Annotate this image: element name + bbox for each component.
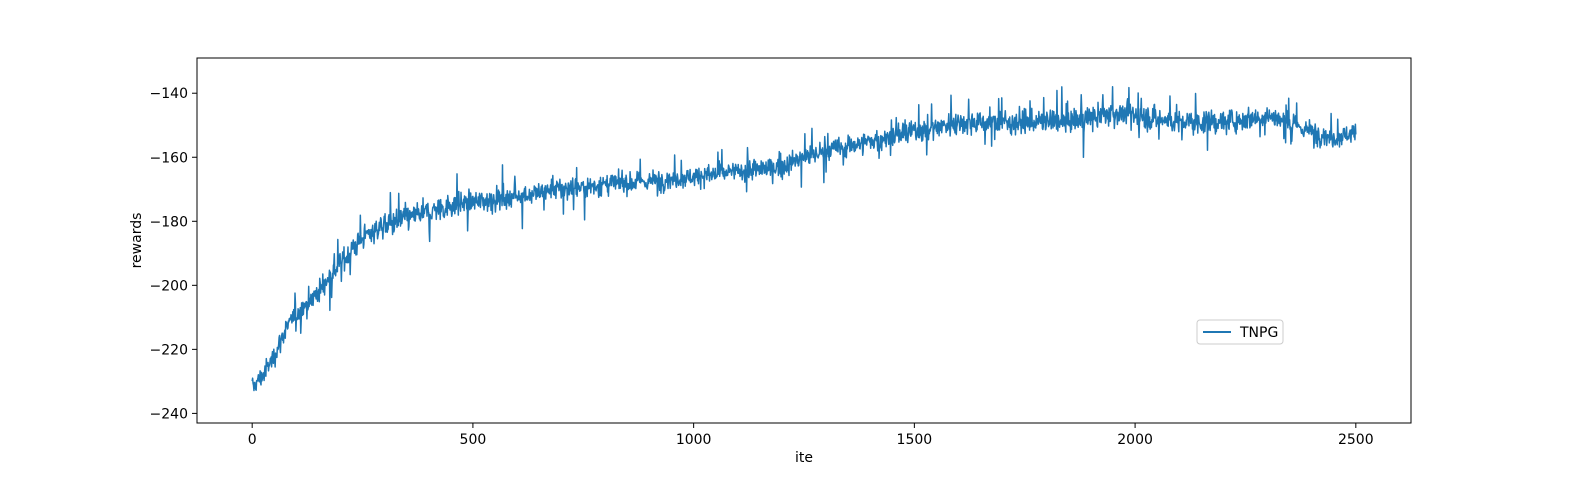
y-axis-label: rewards [129, 213, 145, 269]
legend-box [1196, 319, 1284, 345]
x-tick-label: 1000 [676, 432, 712, 448]
y-tick-label: −180 [150, 214, 188, 230]
y-axis: −240 −220 −200 −180 −160 −140 [150, 86, 197, 422]
x-tick-label: 1500 [897, 432, 933, 448]
x-axis: 0 500 1000 1500 2000 2500 [248, 423, 1374, 448]
x-tick-label: 2000 [1117, 432, 1153, 448]
plot-frame [196, 57, 1412, 424]
y-tick-label: −160 [150, 150, 188, 166]
y-tick-label: −140 [150, 86, 188, 102]
x-axis-label: ite [795, 450, 813, 466]
x-tick-label: 0 [248, 432, 257, 448]
series-layer [251, 86, 1357, 392]
legend-label-tnpg: TNPG [1239, 325, 1278, 341]
y-tick-label: −200 [150, 278, 188, 294]
x-tick-label: 2500 [1338, 432, 1374, 448]
legend: TNPG [1196, 319, 1284, 345]
y-tick-label: −240 [150, 406, 188, 422]
x-tick-label: 500 [460, 432, 487, 448]
series-line-tnpg [251, 86, 1357, 392]
y-tick-label: −220 [150, 342, 188, 358]
